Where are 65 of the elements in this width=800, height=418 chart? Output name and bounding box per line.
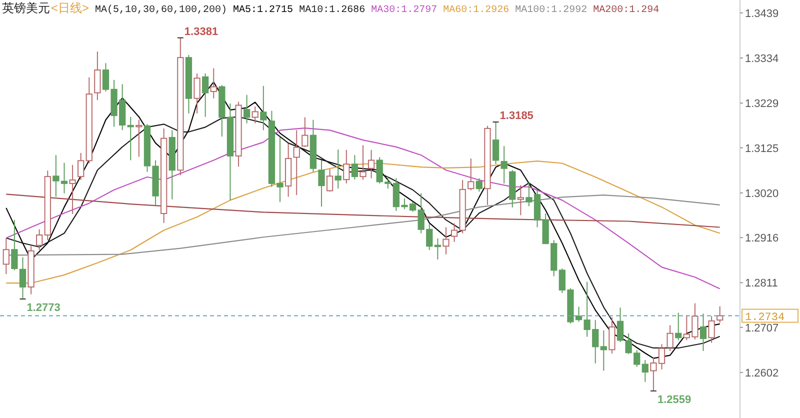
candlestick — [194, 72, 200, 114]
line-series — [6, 127, 720, 290]
candlestick — [450, 222, 458, 242]
candlestick — [468, 158, 474, 191]
y-tick-label: 1.2602 — [745, 367, 779, 380]
annotation: 1.2773 — [26, 302, 60, 314]
candlestick — [78, 152, 84, 180]
y-tick-label: 1.3334 — [745, 52, 779, 65]
candlestick — [243, 94, 250, 124]
candlestick — [318, 160, 325, 208]
y-tick-label: 1.2707 — [745, 322, 779, 334]
candlestick — [492, 122, 500, 165]
candlestick — [442, 226, 450, 255]
ref-line-label: 1.2734 — [745, 312, 786, 324]
candlestick — [700, 313, 707, 352]
candlestick — [708, 316, 715, 344]
y-tick-label: 1.2811 — [745, 278, 778, 290]
annotation: 1.3185 — [500, 110, 534, 122]
candlestick — [136, 119, 142, 158]
legend-title: MA(5,10,30,60,100,200) — [95, 4, 228, 16]
chart-subtitle: <日线> — [51, 1, 90, 15]
line-series — [6, 82, 720, 359]
chart-title: 英镑美元 — [2, 1, 50, 15]
candlestick — [302, 116, 308, 148]
candlestick — [675, 312, 682, 341]
candlestick — [326, 168, 334, 192]
candlestick — [343, 149, 350, 184]
candlestick — [517, 184, 524, 216]
candlestick — [252, 106, 258, 124]
candlestick — [202, 72, 209, 118]
candlestick — [642, 360, 648, 382]
candlestick — [360, 144, 366, 180]
candlestick — [476, 178, 483, 192]
y-tick-label: 1.2916 — [745, 232, 779, 245]
candlestick — [36, 228, 43, 251]
candlestick — [11, 219, 18, 271]
candlestick — [69, 164, 76, 214]
candlestick — [600, 330, 607, 372]
candlestick — [334, 149, 342, 190]
candlestick — [608, 316, 616, 354]
candlestick — [293, 130, 300, 196]
candlestick — [351, 154, 358, 180]
annotation: 1.2559 — [657, 394, 692, 406]
text: MA60:1.2926 — [443, 5, 510, 16]
text: MA100:1.2992 — [515, 5, 588, 16]
y-tick-label: 1.3125 — [745, 142, 779, 155]
candlestick — [127, 116, 134, 161]
y-tick-label: 1.3229 — [745, 98, 779, 110]
candlestick — [434, 238, 442, 260]
line-series — [6, 160, 720, 284]
candlestick — [94, 51, 101, 101]
y-tick-label: 1.3020 — [745, 188, 779, 200]
text: MA30:1.2797 — [371, 5, 438, 16]
candlestick — [210, 68, 217, 99]
y-tick-label: 1.3439 — [745, 8, 779, 20]
candlestick — [19, 256, 26, 300]
candlestick — [2, 238, 10, 275]
candlestick — [666, 324, 674, 352]
candlestick — [368, 149, 375, 179]
annotation: 1.3381 — [184, 26, 218, 38]
candlestick — [260, 85, 267, 131]
text: MA200:1.294 — [593, 5, 660, 16]
text: MA10:1.2686 — [299, 5, 366, 16]
candlestick — [500, 146, 508, 184]
text: MA5:1.2715 — [233, 5, 294, 16]
